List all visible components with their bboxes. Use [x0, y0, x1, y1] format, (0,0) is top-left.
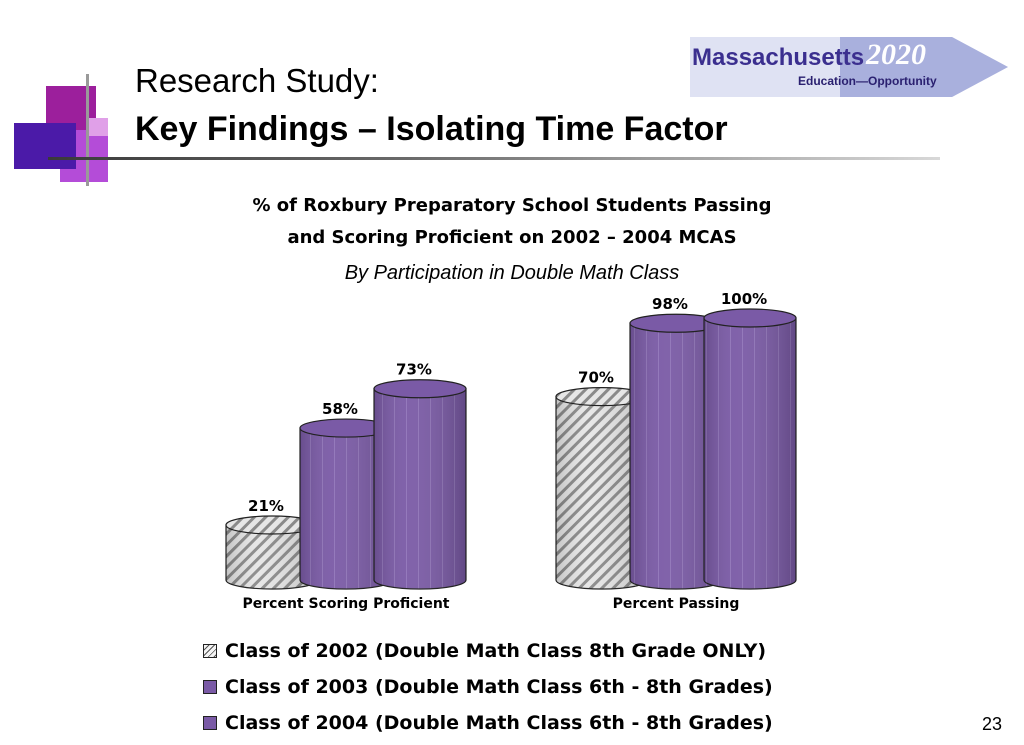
legend-item-2004: Class of 2004 (Double Math Class 6th - 8… [203, 712, 773, 734]
slide-title-line1: Research Study: [135, 62, 379, 99]
data-label: 21% [248, 497, 284, 515]
bar-percent-scoring-proficient-series-2 [299, 418, 393, 590]
legend-label-2003: Class of 2003 (Double Math Class 6th - 8… [225, 676, 773, 698]
slide-title-line2: Key Findings – Isolating Time Factor [135, 110, 728, 148]
legend-swatch-2003 [203, 680, 217, 694]
bars-group [225, 308, 797, 590]
page-number: 23 [981, 714, 1002, 734]
data-label: 58% [322, 400, 358, 418]
bar-percent-scoring-proficient-series-1 [225, 515, 319, 590]
legend-label-2002: Class of 2002 (Double Math Class 8th Gra… [225, 640, 767, 662]
title-rule [48, 157, 940, 160]
decor-vertical-line [86, 74, 89, 186]
data-labels-group: 21% 58% 73% 70% 98% 100% [248, 290, 767, 515]
chart-title: % of Roxbury Preparatory School Students… [200, 190, 824, 254]
legend-swatch-2004 [203, 716, 217, 730]
bar-percent-scoring-proficient-series-3 [373, 379, 467, 590]
legend-label-2004: Class of 2004 (Double Math Class 6th - 8… [225, 712, 773, 734]
category-label: Percent Scoring Proficient [243, 596, 450, 612]
chart-subtitle: By Participation in Double Math Class [344, 262, 680, 284]
data-label: 100% [721, 290, 767, 308]
data-label: 70% [578, 369, 614, 387]
legend-swatch-2002 [203, 644, 217, 658]
legend-item-2003: Class of 2003 (Double Math Class 6th - 8… [203, 676, 773, 698]
chart-title-line2: and Scoring Proficient on 2002 – 2004 MC… [287, 227, 737, 248]
chart-title-line1: % of Roxbury Preparatory School Students… [252, 195, 772, 216]
decor-square-pink [88, 118, 108, 136]
decor-square-indigo [14, 123, 76, 169]
bar-percent-passing-series-2 [629, 313, 723, 590]
logo-name: Massachusetts [692, 44, 864, 71]
legend-item-2002: Class of 2002 (Double Math Class 8th Gra… [203, 640, 766, 662]
logo-year: 2020 [865, 38, 926, 71]
logo-tagline: Education—Opportunity [798, 74, 937, 88]
data-label: 73% [396, 361, 432, 379]
category-labels-group: Percent Scoring Proficient Percent Passin… [243, 596, 740, 612]
bar-percent-passing-series-3 [703, 308, 797, 590]
category-label: Percent Passing [613, 596, 740, 612]
massachusetts-2020-logo: Massachusetts 2020 Education—Opportunity [690, 37, 1008, 97]
data-label: 98% [652, 295, 688, 313]
